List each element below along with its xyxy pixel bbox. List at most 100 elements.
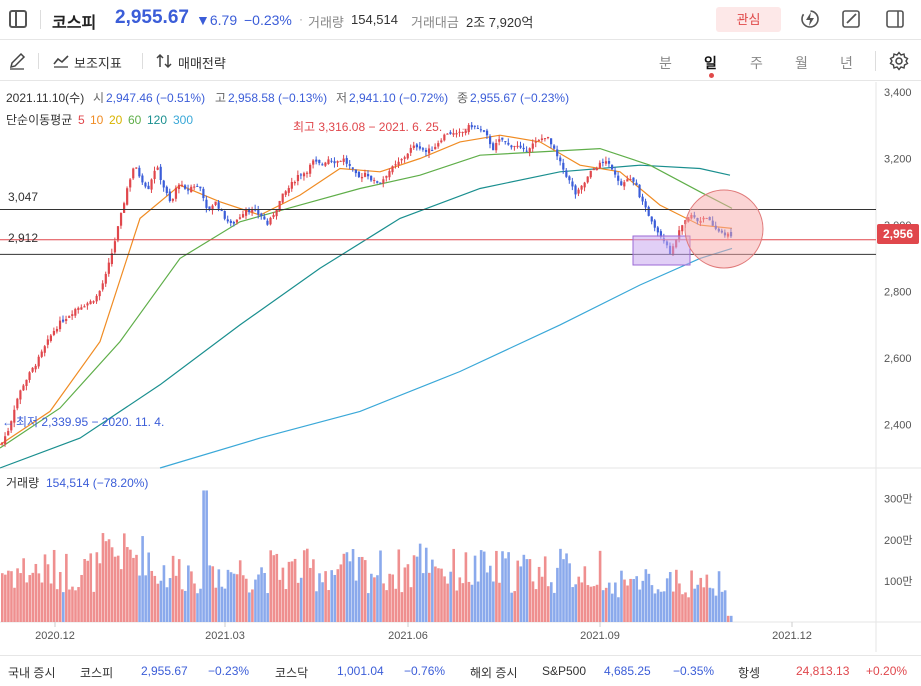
- volume-bar: [690, 570, 693, 622]
- candle-body: [589, 170, 592, 178]
- favorite-button[interactable]: 관심: [716, 7, 781, 32]
- indicator-button[interactable]: 보조지표: [74, 56, 122, 71]
- volume-bar: [568, 563, 571, 622]
- overseas-market-label: 해외 증시: [470, 666, 518, 680]
- volume-bar: [342, 553, 346, 622]
- volume-bar: [617, 597, 620, 622]
- kosdaq-label[interactable]: 코스닥: [275, 666, 309, 680]
- candle-body: [592, 169, 595, 171]
- period-week-tab[interactable]: 주: [750, 55, 763, 71]
- candle-body: [638, 184, 641, 198]
- volume-bar: [116, 555, 120, 622]
- candle-body: [205, 199, 208, 208]
- sidebar-toggle-icon[interactable]: [9, 10, 27, 28]
- volume-bar: [418, 543, 422, 622]
- volume-bar: [632, 579, 635, 622]
- trade-amount-label: 거래대금: [411, 15, 459, 30]
- ma-legend-item[interactable]: 300: [173, 113, 193, 127]
- candle-body: [220, 210, 223, 212]
- volume-bar: [248, 592, 251, 622]
- candle-body: [187, 189, 190, 191]
- divider: [40, 10, 41, 29]
- period-year-tab[interactable]: 년: [840, 55, 853, 71]
- strategy-button[interactable]: 매매전략: [178, 56, 226, 71]
- volume-bar: [412, 555, 416, 622]
- volume-bar: [177, 559, 181, 622]
- kospi-label[interactable]: 코스피: [80, 666, 114, 680]
- kospi-change: −0.23%: [208, 664, 250, 678]
- volume-bar: [601, 590, 605, 622]
- ma-legend-item[interactable]: 120: [147, 113, 167, 127]
- candle-body: [113, 241, 117, 253]
- candle-body: [22, 385, 25, 391]
- trade-amount-value: 2조 7,920억: [466, 15, 534, 30]
- volume-bar: [348, 561, 352, 622]
- candle-body: [71, 314, 74, 316]
- edit-icon[interactable]: [840, 8, 862, 30]
- candle-body: [348, 164, 351, 166]
- candle-body: [74, 309, 77, 316]
- volume-bar: [537, 566, 541, 622]
- price-change-pct: −0.23%: [244, 12, 292, 28]
- sp500-label[interactable]: S&P500: [542, 664, 587, 678]
- ma-legend-item[interactable]: 20: [109, 113, 123, 127]
- candle-body: [333, 161, 336, 164]
- ma-legend-item[interactable]: 60: [128, 113, 142, 127]
- candle-body: [565, 170, 568, 177]
- y-tick-label: 3,400: [884, 87, 912, 99]
- candle-body: [25, 379, 28, 386]
- volume-bar: [309, 567, 312, 622]
- lightning-icon[interactable]: [799, 8, 821, 30]
- candle-body: [513, 145, 516, 147]
- volume-bar: [266, 593, 269, 622]
- volume-bar: [571, 587, 574, 622]
- high-arrow-icon: →: [460, 120, 472, 134]
- volume-bar: [354, 580, 358, 622]
- candle-body: [174, 187, 178, 199]
- price-chart[interactable]: 3,4003,2003,0002,8002,6002,4002020.12202…: [0, 82, 921, 652]
- candle-body: [281, 193, 284, 203]
- period-month-tab[interactable]: 월: [795, 55, 808, 71]
- volume-bar: [681, 594, 684, 622]
- settings-gear-icon[interactable]: [889, 51, 909, 71]
- info-low: 2,941.10 (−0.72%): [349, 91, 448, 105]
- pen-draw-icon[interactable]: [8, 52, 26, 70]
- candle-body: [211, 205, 214, 211]
- volume-bar: [321, 582, 324, 622]
- volume-bar: [647, 573, 651, 622]
- candle-body: [363, 172, 367, 177]
- volume-bar: [126, 547, 129, 622]
- volume-bar: [223, 588, 227, 622]
- hangseng-label[interactable]: 항셍: [738, 666, 761, 680]
- candle-body: [611, 165, 614, 170]
- volume-bar: [104, 541, 108, 622]
- candle-body: [601, 161, 605, 163]
- volume-bar: [226, 569, 230, 622]
- volume-bar: [263, 572, 266, 622]
- candle-body: [330, 160, 333, 162]
- volume-bar: [180, 589, 184, 622]
- ma-legend-item[interactable]: 5: [78, 113, 85, 127]
- candle-body: [241, 214, 245, 218]
- candle-body: [620, 181, 623, 186]
- volume-bar: [531, 581, 535, 622]
- chart-area[interactable]: 3,4003,2003,0002,8002,6002,4002020.12202…: [0, 82, 921, 652]
- volume-bar: [123, 533, 126, 622]
- y-tick-label: 2,400: [884, 420, 912, 432]
- ma-legend-item[interactable]: 10: [90, 113, 104, 127]
- candle-body: [428, 148, 431, 154]
- volume-bar: [614, 582, 617, 622]
- candle-body: [461, 132, 464, 134]
- volume-bar: [485, 572, 489, 622]
- candle-body: [641, 196, 644, 202]
- volume-y-tick-label: 300만: [884, 493, 912, 506]
- candle-body: [324, 162, 327, 166]
- candle-body: [571, 181, 574, 187]
- period-day-tab[interactable]: 일: [704, 55, 717, 71]
- panel-toggle-icon[interactable]: [884, 8, 906, 30]
- volume-bar: [583, 566, 587, 622]
- candle-body: [123, 203, 126, 213]
- volume-bar: [318, 573, 321, 622]
- candle-body: [595, 168, 598, 171]
- period-minute-tab[interactable]: 분: [659, 55, 672, 71]
